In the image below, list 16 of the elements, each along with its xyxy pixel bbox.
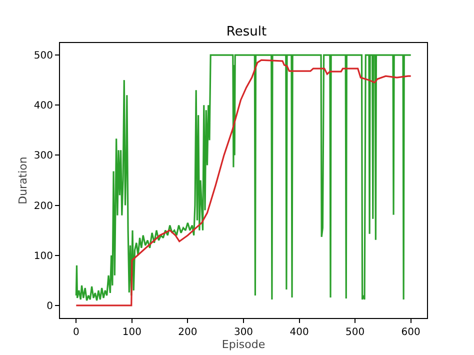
x-tick-label: 500 bbox=[346, 327, 365, 338]
y-tick-label: 0 bbox=[46, 300, 53, 312]
x-tick-label: 0 bbox=[72, 327, 80, 338]
y-tick-label: 300 bbox=[34, 150, 53, 162]
x-axis-title: Episode bbox=[222, 338, 266, 351]
x-tick-label: 400 bbox=[290, 327, 309, 338]
x-tick-label: 300 bbox=[234, 327, 254, 338]
x-tick-label: 100 bbox=[122, 327, 142, 338]
y-tick-label: 400 bbox=[34, 100, 53, 112]
y-tick-label: 100 bbox=[34, 250, 53, 262]
y-tick-label: 200 bbox=[34, 200, 53, 212]
x-tick-label: 600 bbox=[401, 327, 420, 338]
x-tick-label: 200 bbox=[178, 327, 198, 338]
chart-title: Result bbox=[226, 24, 267, 40]
y-tick-label: 500 bbox=[34, 50, 53, 62]
y-axis-title: Duration bbox=[16, 156, 30, 204]
